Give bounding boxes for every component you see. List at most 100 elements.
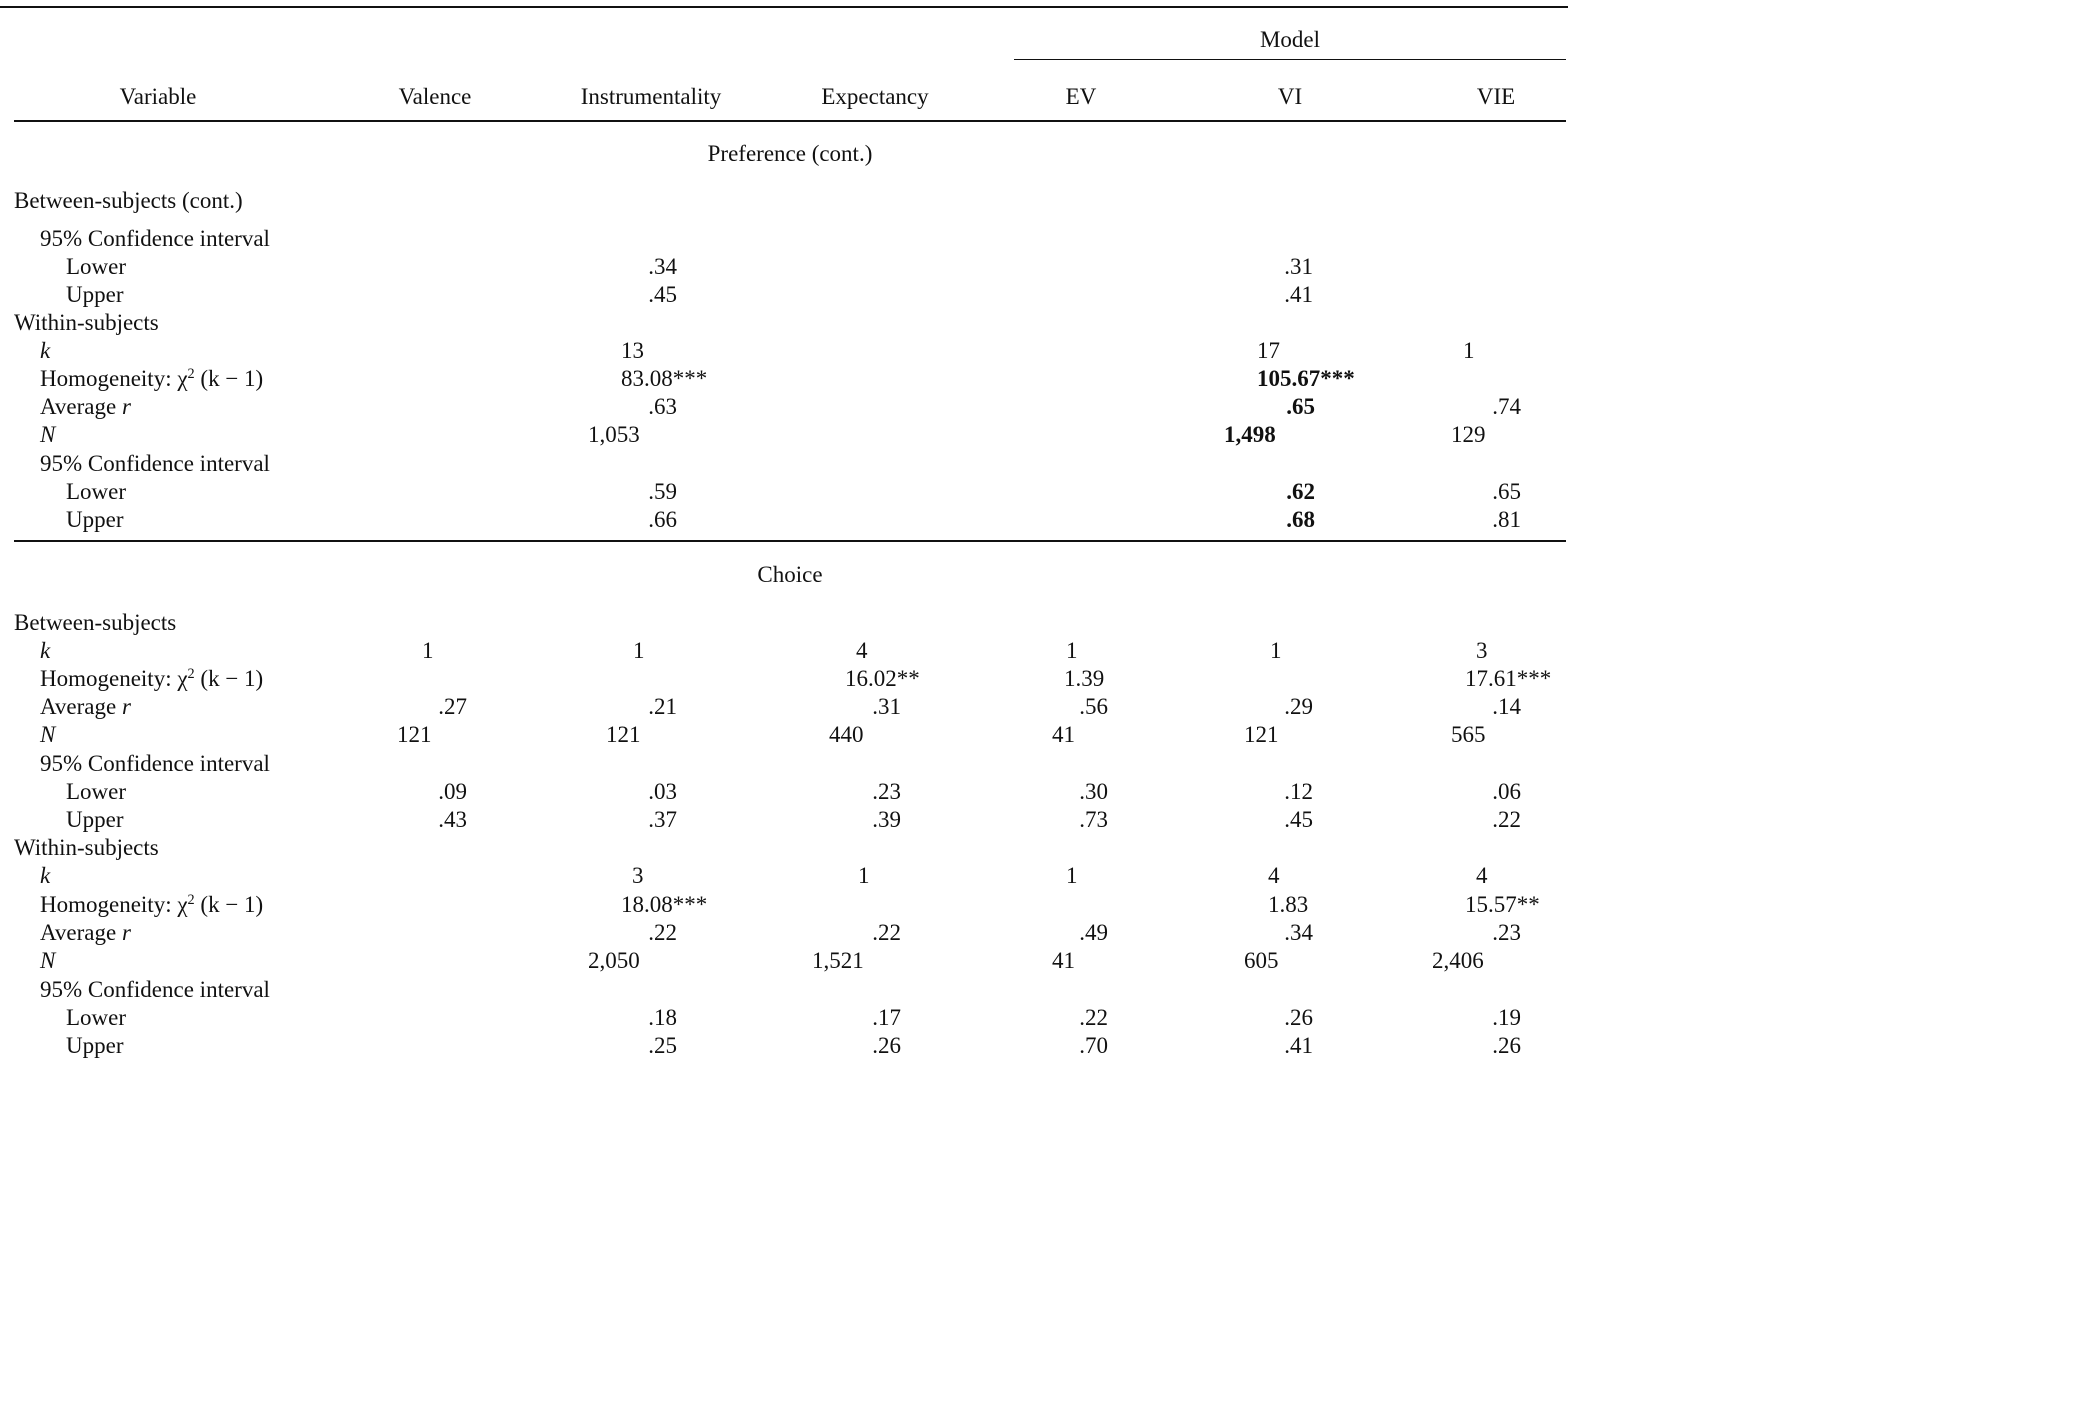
- cell-choice-within-k-vi: 4: [1268, 863, 1280, 888]
- row-label-homogeneity: Homogeneity: χ2 (k − 1): [40, 893, 263, 916]
- average-r-var: r: [116, 920, 131, 945]
- section-title-preference: Preference (cont.): [707, 141, 873, 166]
- cell-choice-between-lower-instrumentality: .03: [648, 779, 677, 804]
- cell-choice-between-k-ev: 1: [1066, 638, 1078, 663]
- row-label-average-r: Average r: [40, 695, 131, 718]
- homogeneity-label-sup: 2: [187, 892, 195, 909]
- cell-pref-within-avg-r-instrumentality: .63: [648, 394, 677, 419]
- cell-choice-within-homogeneity-vie: 15.57**: [1465, 892, 1540, 917]
- row-label-within-subjects: Within-subjects: [14, 835, 159, 860]
- row-label-n: N: [40, 948, 56, 973]
- section-divider-rule: [14, 540, 1566, 542]
- cell-choice-between-upper-vi: .45: [1284, 807, 1313, 832]
- cell-pref-within-k-vie: 1: [1463, 338, 1475, 363]
- cell-choice-between-lower-vi: .12: [1284, 779, 1313, 804]
- cell-choice-within-homogeneity-instrumentality: 18.08***: [621, 892, 708, 917]
- homogeneity-label-text: Homogeneity: χ: [40, 666, 188, 691]
- header-vi: VI: [1277, 84, 1303, 109]
- section-title-choice: Choice: [757, 562, 823, 587]
- cell-choice-within-n-vi: 605: [1244, 948, 1279, 973]
- row-label-between-subjects: Between-subjects: [14, 610, 177, 635]
- header-rule: [14, 120, 1566, 122]
- cell-pref-within-upper-instrumentality: .66: [648, 507, 677, 532]
- row-label-within-subjects: Within-subjects: [14, 310, 159, 335]
- cell-choice-within-homogeneity-vi: 1.83: [1268, 892, 1309, 917]
- row-label-upper: Upper: [66, 1033, 124, 1058]
- cell-choice-between-upper-instrumentality: .37: [648, 807, 677, 832]
- cell-choice-within-lower-expectancy: .17: [872, 1005, 901, 1030]
- row-label-n: N: [40, 422, 56, 447]
- cell-pref-within-lower-vie: .65: [1492, 479, 1521, 504]
- row-label-lower: Lower: [66, 1005, 127, 1030]
- cell-choice-between-avg-r-instrumentality: .21: [648, 694, 677, 719]
- row-label-ci: 95% Confidence interval: [40, 751, 270, 776]
- average-r-var: r: [116, 394, 131, 419]
- cell-choice-within-avg-r-expectancy: .22: [872, 920, 901, 945]
- cell-choice-within-upper-ev: .70: [1079, 1033, 1108, 1058]
- cell-choice-within-avg-r-ev: .49: [1079, 920, 1108, 945]
- cell-pref-within-n-instrumentality: 1,053: [588, 422, 640, 447]
- row-label-n: N: [40, 722, 56, 747]
- cell-pref-within-upper-vie: .81: [1492, 507, 1521, 532]
- header-vie: VIE: [1476, 84, 1516, 109]
- cell-choice-between-k-valence: 1: [422, 638, 434, 663]
- row-label-ci: 95% Confidence interval: [40, 977, 270, 1002]
- header-expectancy: Expectancy: [821, 84, 929, 109]
- row-label-average-r: Average r: [40, 395, 131, 418]
- average-r-text: Average: [40, 394, 117, 419]
- homogeneity-label-sup: 2: [187, 666, 195, 683]
- cell-choice-within-upper-expectancy: .26: [872, 1033, 901, 1058]
- cell-choice-between-k-vi: 1: [1270, 638, 1282, 663]
- cell-pref-within-avg-r-vi: .65: [1286, 394, 1315, 419]
- cell-choice-between-n-valence: 121: [397, 722, 432, 747]
- cell-choice-between-n-ev: 41: [1052, 722, 1075, 747]
- cell-pref-within-k-vi: 17: [1257, 338, 1280, 363]
- cell-choice-between-n-vi: 121: [1244, 722, 1279, 747]
- row-label-ci: 95% Confidence interval: [40, 226, 270, 251]
- average-r-text: Average: [40, 694, 117, 719]
- cell-choice-between-upper-vie: .22: [1492, 807, 1521, 832]
- cell-choice-between-k-instrumentality: 1: [633, 638, 645, 663]
- cell-choice-between-k-expectancy: 4: [856, 638, 868, 663]
- cell-pref-within-lower-instrumentality: .59: [648, 479, 677, 504]
- cell-choice-within-avg-r-instrumentality: .22: [648, 920, 677, 945]
- cell-pref-between-upper-vi: .41: [1284, 282, 1313, 307]
- cell-choice-between-avg-r-valence: .27: [438, 694, 467, 719]
- cell-choice-within-n-ev: 41: [1052, 948, 1075, 973]
- cell-choice-between-upper-expectancy: .39: [872, 807, 901, 832]
- homogeneity-label-tail: (k − 1): [194, 366, 264, 391]
- header-instrumentality: Instrumentality: [580, 84, 722, 109]
- cell-choice-between-k-vie: 3: [1476, 638, 1488, 663]
- cell-pref-within-n-vie: 129: [1451, 422, 1486, 447]
- cell-pref-between-upper-instrumentality: .45: [648, 282, 677, 307]
- homogeneity-label-text: Homogeneity: χ: [40, 892, 188, 917]
- cell-choice-within-upper-vi: .41: [1284, 1033, 1313, 1058]
- row-label-k: k: [40, 338, 51, 363]
- cell-choice-within-avg-r-vi: .34: [1284, 920, 1313, 945]
- row-label-average-r: Average r: [40, 921, 131, 944]
- row-label-k: k: [40, 863, 51, 888]
- average-r-var: r: [116, 694, 131, 719]
- row-label-k: k: [40, 638, 51, 663]
- row-label-upper: Upper: [66, 282, 124, 307]
- cell-choice-within-lower-vie: .19: [1492, 1005, 1521, 1030]
- row-label-lower: Lower: [66, 779, 127, 804]
- cell-choice-between-avg-r-expectancy: .31: [872, 694, 901, 719]
- cell-pref-within-upper-vi: .68: [1286, 507, 1315, 532]
- row-label-lower: Lower: [66, 479, 127, 504]
- cell-choice-within-lower-vi: .26: [1284, 1005, 1313, 1030]
- model-group-rule: [1014, 59, 1566, 60]
- cell-choice-between-n-vie: 565: [1451, 722, 1486, 747]
- cell-pref-between-lower-instrumentality: .34: [648, 254, 677, 279]
- row-label-between-subjects: Between-subjects (cont.): [14, 188, 243, 213]
- cell-choice-between-homogeneity-ev: 1.39: [1064, 666, 1105, 691]
- cell-choice-within-upper-instrumentality: .25: [648, 1033, 677, 1058]
- cell-choice-within-avg-r-vie: .23: [1492, 920, 1521, 945]
- cell-choice-within-lower-instrumentality: .18: [648, 1005, 677, 1030]
- cell-pref-within-lower-vi: .62: [1286, 479, 1315, 504]
- header-variable: Variable: [119, 84, 197, 109]
- cell-choice-between-avg-r-vi: .29: [1284, 694, 1313, 719]
- cell-choice-between-n-expectancy: 440: [829, 722, 864, 747]
- cell-choice-within-n-expectancy: 1,521: [812, 948, 864, 973]
- cell-pref-within-homogeneity-instrumentality: 83.08***: [621, 366, 708, 391]
